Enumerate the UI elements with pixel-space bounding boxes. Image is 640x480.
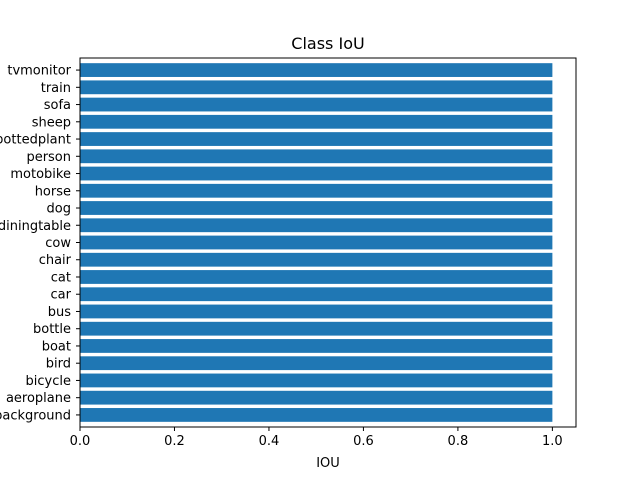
y-tick-label: bird (46, 357, 71, 372)
bar-chair (80, 252, 553, 267)
y-tick-label: train (41, 81, 71, 96)
bar-sheep (80, 114, 553, 129)
y-tick-label: car (51, 288, 72, 303)
bar-bicycle (80, 373, 553, 388)
y-tick-label: bottle (33, 322, 71, 337)
bar-sofa (80, 97, 553, 112)
y-tick-label: background (0, 408, 71, 423)
bar-background (80, 408, 553, 422)
y-tick-label: bus (48, 305, 71, 320)
x-axis-ticks: 0.0 0.2 0.4 0.6 0.8 1.0 (70, 427, 563, 449)
y-tick-label: pottedplant (0, 133, 71, 148)
x-axis-label: IOU (316, 456, 340, 471)
x-tick-label: 1.0 (542, 434, 563, 449)
y-tick-label: bicycle (26, 374, 71, 389)
bar-horse (80, 183, 553, 198)
y-tick-label: tvmonitor (7, 64, 71, 79)
x-tick-label: 0.6 (353, 434, 374, 449)
chart-title: Class IoU (291, 34, 364, 53)
y-tick-label: cow (45, 236, 71, 251)
y-axis-ticks: background aeroplane bicycle bird boat bottle… (0, 64, 80, 423)
y-tick-label: sofa (44, 98, 71, 113)
y-tick-label: boat (42, 339, 71, 354)
bar-bus (80, 304, 553, 319)
y-tick-label: cat (51, 270, 71, 285)
y-tick-label: chair (39, 253, 72, 268)
bar-boat (80, 339, 553, 353)
y-tick-label: dog (47, 202, 71, 217)
bar-bottle (80, 321, 553, 336)
x-tick-label: 0.8 (448, 434, 469, 449)
y-tick-label: aeroplane (6, 391, 71, 406)
bar-cow (80, 235, 553, 250)
bar-dog (80, 201, 553, 215)
x-tick-label: 0.4 (259, 434, 280, 449)
y-tick-label: person (26, 150, 71, 165)
y-tick-label: sheep (32, 115, 71, 130)
bar-car (80, 287, 553, 302)
plot-frame (79, 57, 577, 428)
bar-aeroplane (80, 390, 553, 405)
y-tick-label: diningtable (0, 219, 71, 234)
y-tick-label: horse (35, 184, 71, 199)
bar-cat (80, 270, 553, 284)
bar-person (80, 149, 553, 164)
y-tick-label: motobike (10, 167, 71, 182)
bar-diningtable (80, 218, 553, 233)
bar-motobike (80, 166, 553, 181)
x-tick-label: 0.2 (164, 434, 185, 449)
bar-train (80, 80, 553, 95)
bar-bird (80, 356, 553, 371)
bars-group (80, 63, 553, 422)
bar-pottedplant (80, 132, 553, 146)
bar-tvmonitor (80, 63, 553, 77)
x-tick-label: 0.0 (70, 434, 91, 449)
